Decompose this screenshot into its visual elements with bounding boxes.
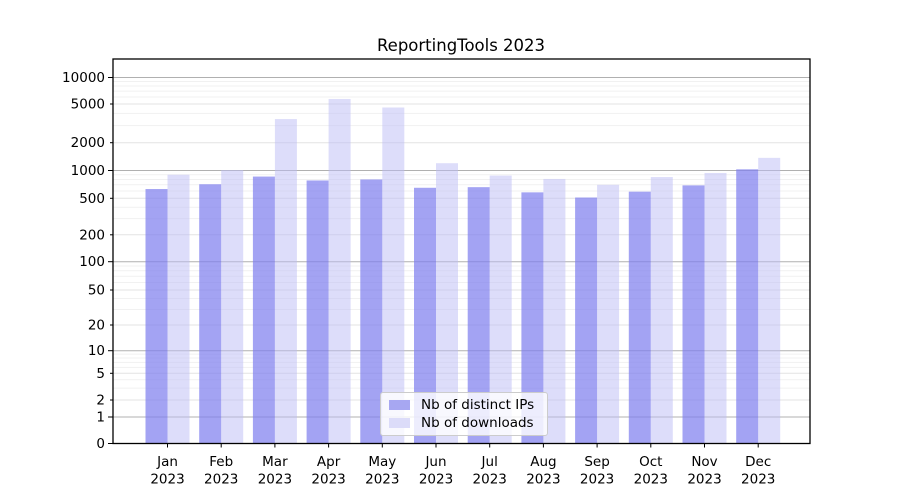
- x-tick-label: 2023: [365, 472, 399, 488]
- bar-downloads: [274, 119, 297, 444]
- bar-downloads: [436, 163, 458, 444]
- bar-downloads: [704, 172, 727, 444]
- y-tick-label: 0: [96, 436, 105, 452]
- y-tick-label: 20: [88, 318, 105, 334]
- y-tick-label: 2000: [71, 135, 105, 151]
- x-tick-label: Apr: [317, 454, 341, 470]
- bar-distinct-ips: [467, 187, 490, 444]
- bar-downloads: [597, 184, 620, 444]
- bar-distinct-ips: [628, 191, 651, 444]
- legend-swatch-distinct-ips: [389, 400, 410, 410]
- x-tick-label: 2023: [311, 472, 345, 488]
- x-tick-label: Jun: [424, 454, 446, 470]
- x-tick-label: Oct: [639, 454, 662, 470]
- bar-downloads: [489, 175, 512, 444]
- legend: Nb of distinct IPs Nb of downloads: [380, 392, 548, 436]
- legend-swatch-downloads: [389, 418, 410, 428]
- x-tick-label: 2023: [150, 472, 184, 488]
- y-tick-label: 5: [96, 366, 105, 382]
- x-tick-label: 2023: [687, 472, 721, 488]
- axes: [108, 58, 811, 448]
- bar-downloads: [543, 178, 566, 444]
- x-tick-label: 2023: [204, 472, 238, 488]
- x-tick-label: Dec: [745, 454, 771, 470]
- bar-distinct-ips: [575, 197, 598, 444]
- y-tick-label: 5000: [71, 97, 105, 113]
- x-tick-label: 2023: [741, 472, 775, 488]
- y-tick-label: 10: [88, 343, 105, 359]
- y-tick-label: 50: [88, 283, 105, 299]
- bar-distinct-ips: [199, 184, 222, 444]
- y-tick-label: 200: [79, 227, 105, 243]
- x-tick-label: 2023: [634, 472, 668, 488]
- bar-distinct-ips: [736, 169, 759, 444]
- bar-distinct-ips: [414, 187, 436, 444]
- bar-distinct-ips: [682, 185, 705, 444]
- x-tick-label: 2023: [580, 472, 614, 488]
- y-tick-label: 10000: [62, 70, 105, 86]
- x-tick-label: Jul: [481, 454, 498, 470]
- y-tick-label: 500: [79, 191, 105, 207]
- bar-distinct-ips: [145, 189, 168, 444]
- x-tick-label: 2023: [258, 472, 292, 488]
- bar-downloads: [167, 174, 190, 444]
- x-tick-label: May: [368, 454, 396, 470]
- y-tick-label: 1: [96, 410, 105, 426]
- bar-downloads: [328, 98, 351, 444]
- x-tick-label: Sep: [584, 454, 609, 470]
- bar-distinct-ips: [360, 179, 383, 444]
- axis-labels: 0 12 5 10 20 50 100 200 500 1000 2000 5000 10000 Jan 2…: [62, 70, 775, 488]
- x-tick-label: Nov: [691, 454, 717, 470]
- y-tick-label: 2: [96, 393, 105, 409]
- y-tick-label: 100: [79, 254, 105, 270]
- legend-label-distinct-ips: Nb of distinct IPs: [421, 397, 535, 413]
- bar-distinct-ips: [252, 176, 275, 444]
- bar-downloads: [382, 107, 405, 444]
- chart-title: ReportingTools 2023: [377, 36, 545, 55]
- x-tick-label: 2023: [526, 472, 560, 488]
- bar-downloads: [758, 157, 781, 444]
- x-tick-label: Aug: [530, 454, 556, 470]
- axis-frame: [112, 58, 811, 445]
- x-tick-label: Feb: [209, 454, 233, 470]
- x-tick-label: 2023: [473, 472, 507, 488]
- legend-item-downloads: Nb of downloads: [389, 415, 541, 431]
- bar-downloads: [650, 177, 673, 444]
- x-tick-label: Jan: [156, 454, 178, 470]
- bar-distinct-ips: [306, 180, 329, 444]
- legend-label-downloads: Nb of downloads: [421, 415, 534, 431]
- y-tick-label: 1000: [71, 163, 105, 179]
- bar-distinct-ips: [521, 192, 544, 444]
- x-tick-label: Mar: [262, 454, 288, 470]
- bars: [145, 98, 781, 444]
- x-tick-label: 2023: [419, 472, 453, 488]
- bar-downloads: [221, 170, 244, 444]
- legend-item-distinct-ips: Nb of distinct IPs: [389, 397, 541, 413]
